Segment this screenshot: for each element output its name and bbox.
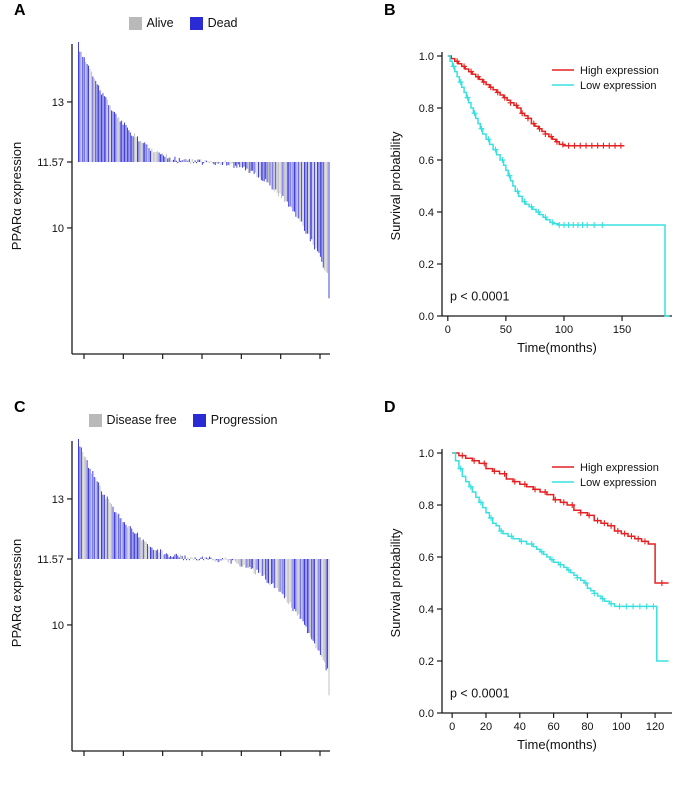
panel-d-letter: D bbox=[384, 399, 396, 416]
svg-text:Time(months): Time(months) bbox=[517, 737, 597, 752]
svg-text:PPARα expression: PPARα expression bbox=[12, 539, 24, 647]
svg-text:50: 50 bbox=[500, 324, 512, 336]
svg-text:1.0: 1.0 bbox=[419, 51, 434, 63]
svg-text:PPARα expression: PPARα expression bbox=[12, 142, 24, 250]
dead-label: Dead bbox=[207, 16, 238, 30]
panel-d: D 0.0 0.2 0.4 0.6 0.8 1.0 0 20 40 60 80 100 120 Time(… bbox=[346, 397, 692, 794]
legend-item-alive: Alive bbox=[128, 16, 174, 30]
progression-label: Progression bbox=[210, 413, 278, 427]
svg-text:0.4: 0.4 bbox=[419, 604, 434, 616]
svg-text:p < 0.0001: p < 0.0001 bbox=[450, 289, 509, 303]
svg-text:11.57: 11.57 bbox=[37, 554, 64, 566]
svg-text:100: 100 bbox=[612, 721, 630, 733]
svg-text:0.6: 0.6 bbox=[419, 155, 434, 167]
svg-text:High expression: High expression bbox=[580, 462, 659, 474]
svg-text:13: 13 bbox=[52, 97, 64, 109]
svg-text:80: 80 bbox=[581, 721, 593, 733]
svg-text:120: 120 bbox=[646, 721, 664, 733]
panel-b: B 0.0 0.2 0.4 0.6 0.8 1.0 0 50 100 150 Time(months… bbox=[346, 0, 692, 397]
km-chart-d: 0.0 0.2 0.4 0.6 0.8 1.0 0 20 40 60 80 100 120 Time(mo… bbox=[388, 448, 672, 752]
svg-text:60: 60 bbox=[547, 721, 559, 733]
svg-text:150: 150 bbox=[613, 324, 631, 336]
svg-text:High expression: High expression bbox=[580, 65, 659, 77]
legend-item-disease-free: Disease free bbox=[88, 413, 177, 427]
svg-text:13: 13 bbox=[52, 494, 64, 506]
svg-text:0: 0 bbox=[445, 324, 451, 336]
legend-item-progression: Progression bbox=[192, 413, 278, 427]
svg-text:0.6: 0.6 bbox=[419, 552, 434, 564]
km-chart-b: 0.0 0.2 0.4 0.6 0.8 1.0 0 50 100 150 Time(months) S… bbox=[388, 51, 672, 355]
dead-swatch bbox=[189, 16, 203, 30]
svg-text:Low expression: Low expression bbox=[580, 477, 656, 489]
disease-free-label: Disease free bbox=[106, 413, 177, 427]
svg-text:0: 0 bbox=[449, 721, 455, 733]
progression-swatch bbox=[192, 413, 206, 427]
svg-text:40: 40 bbox=[514, 721, 526, 733]
svg-text:Survival probability: Survival probability bbox=[388, 528, 403, 638]
panel-c-legend: Disease free Progression bbox=[30, 413, 336, 427]
svg-text:p < 0.0001: p < 0.0001 bbox=[450, 686, 509, 700]
svg-text:0.2: 0.2 bbox=[419, 259, 434, 271]
svg-text:10: 10 bbox=[52, 620, 64, 632]
svg-text:11.57: 11.57 bbox=[37, 157, 64, 169]
svg-text:0.2: 0.2 bbox=[419, 656, 434, 668]
svg-text:0.4: 0.4 bbox=[419, 207, 434, 219]
panel-a-letter: A bbox=[14, 2, 26, 19]
svg-text:0.8: 0.8 bbox=[419, 103, 434, 115]
svg-text:10: 10 bbox=[52, 223, 64, 235]
panel-b-letter: B bbox=[384, 2, 396, 19]
svg-text:Low expression: Low expression bbox=[580, 80, 656, 92]
alive-label: Alive bbox=[146, 16, 174, 30]
svg-text:100: 100 bbox=[555, 324, 573, 336]
panel-a-legend: Alive Dead bbox=[30, 16, 336, 30]
panel-a: A Alive Dead 13 11.57 10 PPARα expression bbox=[0, 0, 346, 397]
svg-text:1.0: 1.0 bbox=[419, 448, 434, 460]
alive-swatch bbox=[128, 16, 142, 30]
panel-c-letter: C bbox=[14, 399, 26, 416]
panel-c: C Disease free Progression 13 11.57 10 PPAR… bbox=[0, 397, 346, 794]
disease-free-swatch bbox=[88, 413, 102, 427]
svg-text:Survival probability: Survival probability bbox=[388, 131, 403, 241]
legend-item-dead: Dead bbox=[189, 16, 238, 30]
waterfall-chart-a: 13 11.57 10 PPARα expression bbox=[12, 42, 330, 359]
svg-text:0.0: 0.0 bbox=[419, 311, 434, 323]
svg-text:0.0: 0.0 bbox=[419, 708, 434, 720]
svg-text:0.8: 0.8 bbox=[419, 500, 434, 512]
waterfall-chart-c: 13 11.57 10 PPARα expression bbox=[12, 439, 330, 756]
svg-text:20: 20 bbox=[480, 721, 492, 733]
svg-text:Time(months): Time(months) bbox=[517, 340, 597, 355]
